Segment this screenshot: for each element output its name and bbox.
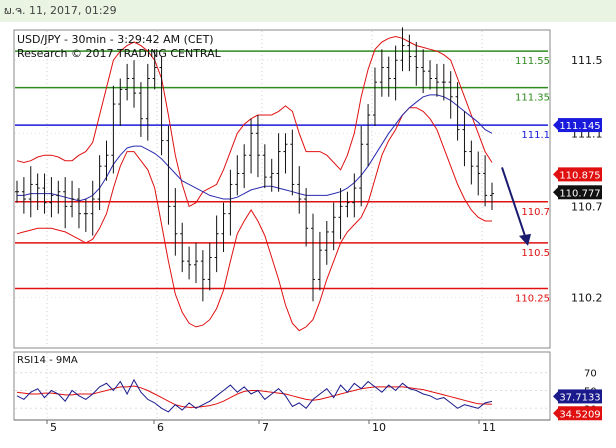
rsi-tag-label-0: 37.7133 <box>559 392 600 403</box>
price-tag-bg-1 <box>558 167 602 182</box>
price-tag-bg-0 <box>558 118 602 133</box>
x-tick-label-2: 7 <box>262 421 269 434</box>
bollinger-bands <box>16 35 493 332</box>
rsi-title: RSI14 - 9MA <box>17 355 78 366</box>
price-tag-pointer-0 <box>553 120 558 131</box>
x-tick-label-3: 10 <box>372 421 386 434</box>
rsi-y-tick-label-0: 70 <box>584 369 597 380</box>
price-tag-label-0: 111.145 <box>559 121 600 132</box>
price-bars <box>15 27 494 302</box>
rsi-tag-bg-0 <box>558 389 602 404</box>
y-tick-label-0: 111.5 <box>571 54 603 67</box>
gridlines <box>15 31 548 419</box>
rsi-ma-line <box>16 385 493 408</box>
level-label-0: 111.55 <box>515 56 550 67</box>
price-tag-label-1: 110.875 <box>559 170 600 181</box>
rsi-tag-pointer-0 <box>553 391 558 402</box>
bollinger-lower-line <box>16 107 492 332</box>
y-tick-label-2: 110.7 <box>571 200 603 213</box>
forecast-arrow-head <box>519 233 531 246</box>
price-tag-bg-2 <box>558 185 602 200</box>
rsi-tag-bg-1 <box>558 406 602 421</box>
level-label-4: 110.5 <box>521 248 550 259</box>
moving-average-line <box>17 94 493 202</box>
chart-subtitle: Research © 2017 TRADING CENTRAL <box>17 47 222 60</box>
x-tick-labels: 5 6 7 10 11 <box>46 420 496 434</box>
rsi-tag-pointer-1 <box>553 408 558 419</box>
bollinger-upper-line <box>16 35 493 208</box>
top-bar: ພ.ຈ. 11, 2017, 01:29 <box>0 0 616 22</box>
price-tag-label-2: 110.777 <box>559 188 600 199</box>
price-tags: 111.145 110.875 110.777 37.7133 34.5209 <box>553 118 602 421</box>
chart-title: USD/JPY - 30min - 3:29:42 AM (CET) <box>17 33 214 46</box>
forecast-arrow <box>501 167 531 246</box>
x-tick-label-0: 5 <box>50 421 57 434</box>
level-label-3: 110.7 <box>521 207 550 218</box>
price-tag-pointer-1 <box>553 169 558 180</box>
level-label-1: 111.35 <box>515 93 550 104</box>
x-tick-label-1: 6 <box>157 421 164 434</box>
x-tick-label-4: 11 <box>482 421 496 434</box>
price-tag-pointer-2 <box>553 187 558 198</box>
forecast-arrow-shaft <box>501 167 527 240</box>
y-tick-label-3: 110.2 <box>571 292 603 305</box>
rsi-lines <box>16 378 493 413</box>
rsi-panel-frame <box>13 351 551 421</box>
level-label-5: 110.25 <box>515 294 550 305</box>
level-label-2: 111.1 <box>521 130 550 141</box>
timestamp-label: ພ.ຈ. 11, 2017, 01:29 <box>4 4 117 17</box>
rsi-tag-label-1: 34.5209 <box>559 409 600 420</box>
rsi-line <box>16 378 493 413</box>
